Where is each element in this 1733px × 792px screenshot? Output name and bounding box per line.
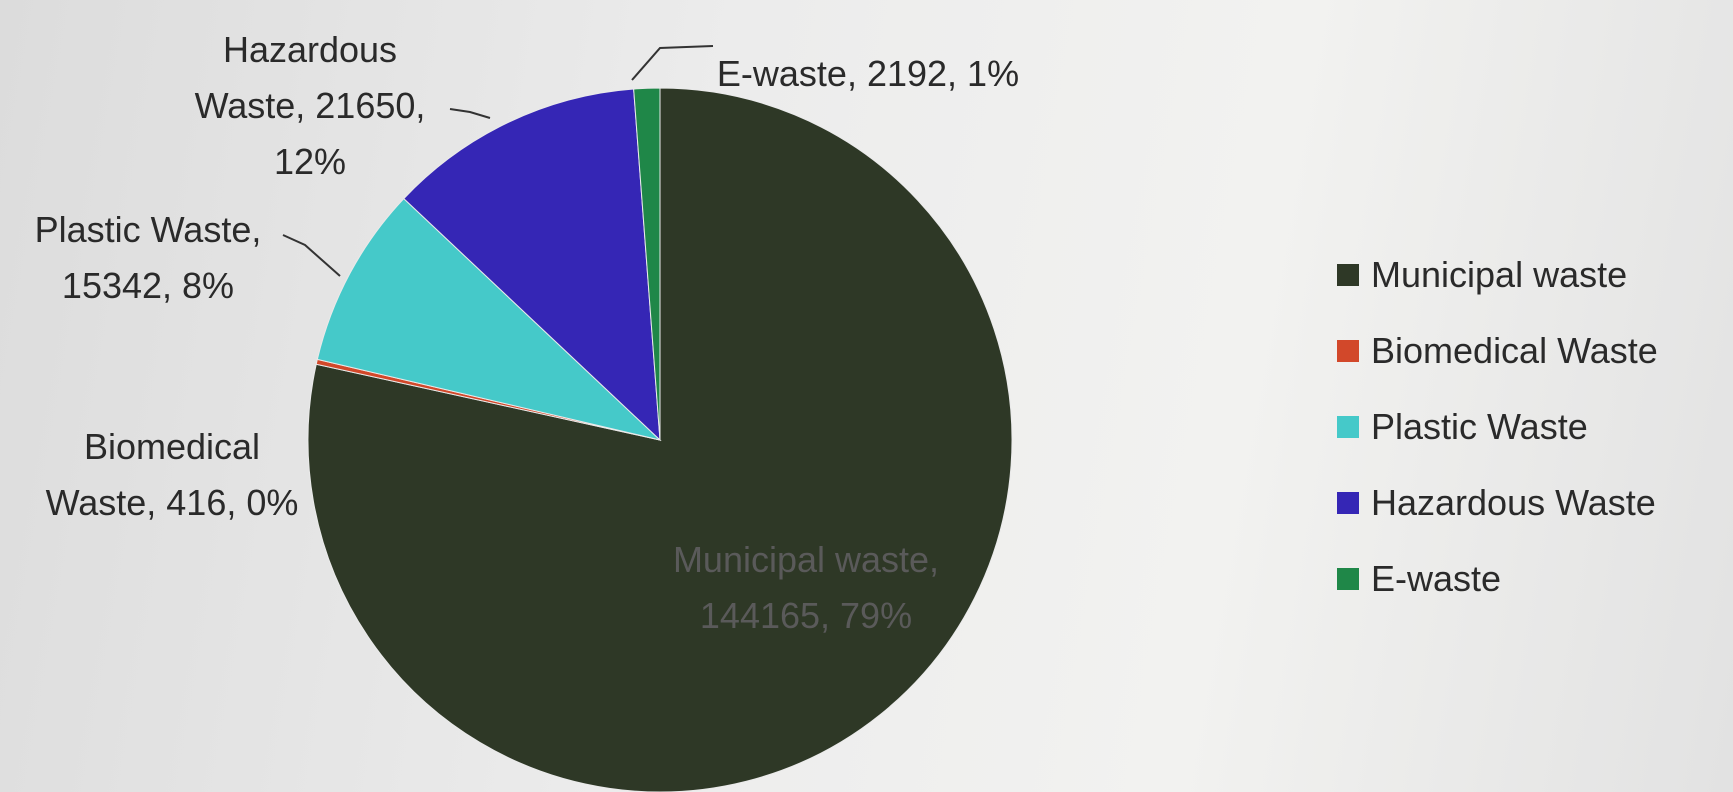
data-label: Plastic Waste, 15342, 8% xyxy=(3,202,293,314)
legend-label: Biomedical Waste xyxy=(1371,330,1658,372)
leader-line xyxy=(450,109,490,118)
legend-swatch xyxy=(1337,264,1359,286)
legend-item: Hazardous Waste xyxy=(1337,482,1656,524)
data-label: E-waste, 2192, 1% xyxy=(703,46,1033,102)
data-label: Municipal waste, 144165, 79% xyxy=(671,532,941,644)
page: Municipal waste, 144165, 79% Biomedical W… xyxy=(0,0,1733,792)
legend-label: Hazardous Waste xyxy=(1371,482,1656,524)
legend-item: Biomedical Waste xyxy=(1337,330,1658,372)
legend-item: Municipal waste xyxy=(1337,254,1627,296)
legend-label: Municipal waste xyxy=(1371,254,1627,296)
data-label: Biomedical Waste, 416, 0% xyxy=(27,419,317,531)
leader-line xyxy=(632,46,713,80)
legend-item: Plastic Waste xyxy=(1337,406,1588,448)
legend-swatch xyxy=(1337,492,1359,514)
legend-swatch xyxy=(1337,416,1359,438)
legend-item: E-waste xyxy=(1337,558,1501,600)
data-label: Hazardous Waste, 21650, 12% xyxy=(165,22,455,190)
pie xyxy=(308,88,1012,792)
legend-swatch xyxy=(1337,340,1359,362)
legend-label: Plastic Waste xyxy=(1371,406,1588,448)
legend-swatch xyxy=(1337,568,1359,590)
legend-label: E-waste xyxy=(1371,558,1501,600)
